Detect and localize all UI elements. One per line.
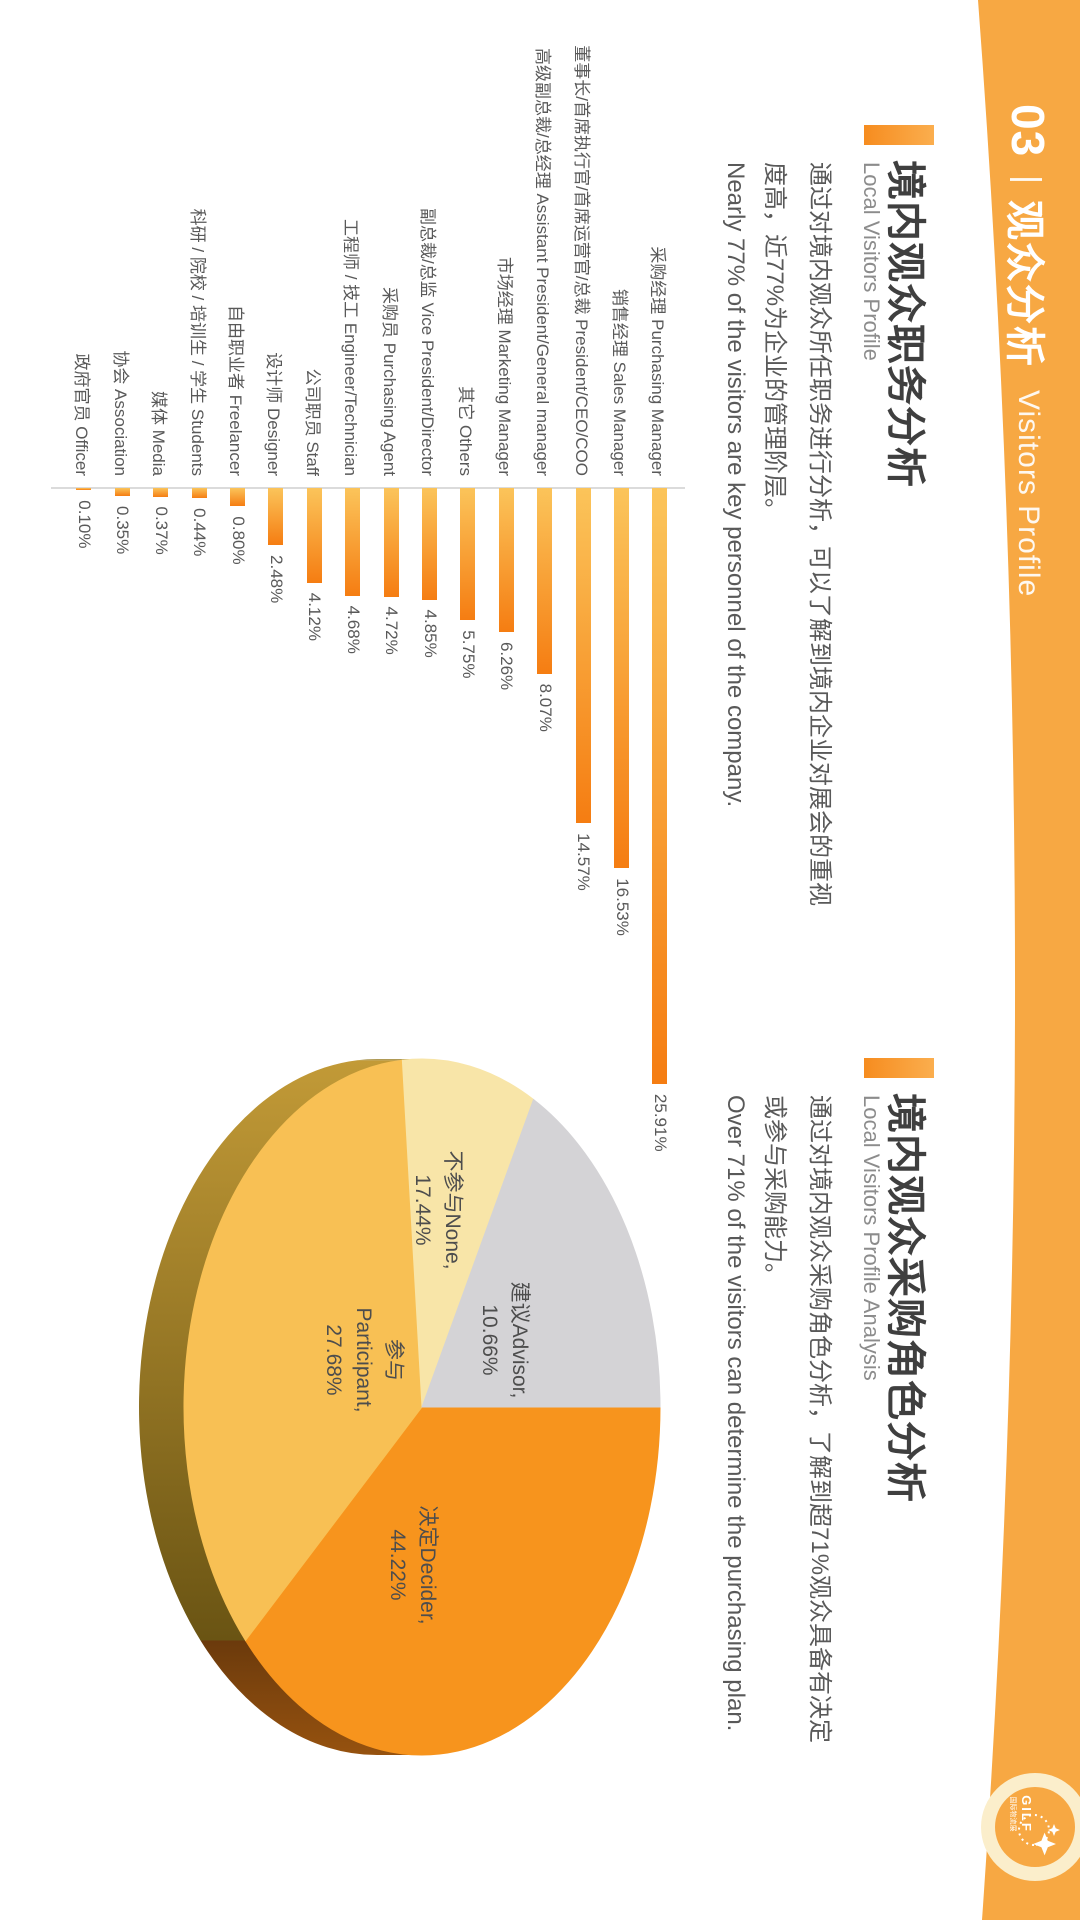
- bar: [652, 488, 668, 1084]
- pie-slice-参与Participant: [183, 1059, 423, 1642]
- bar-value-label: 0.80%: [228, 516, 248, 565]
- bar: [460, 488, 476, 621]
- bar: [345, 488, 361, 596]
- bar-value-label: 4.68%: [343, 605, 363, 654]
- pie-label-participant: 参与 Participant, 27.68%: [318, 1250, 408, 1470]
- pie-side-不参与None: [357, 1059, 422, 1061]
- bar: [383, 488, 399, 597]
- logo-sparkle-icon: [1018, 1814, 1060, 1856]
- body-line: 通过对境内观众所任职务进行分析，可以了解到境内企业对展会的重视: [806, 162, 833, 906]
- bar-value-label: 16.53%: [612, 878, 632, 936]
- section-title-jobs: 境内观众职务分析: [883, 160, 927, 488]
- section-body-purchasing: 通过对境内观众采购角色分析，了解到超71%观众具备有决定 或参与采购能力。: [752, 1095, 842, 1743]
- pie-slice-不参与None: [401, 1058, 535, 1408]
- header-band: [978, 0, 1080, 1920]
- bar-category-label: 媒体 Media: [149, 390, 169, 476]
- bar: [230, 488, 246, 507]
- logo-subtext: 国际物流展: [1009, 1797, 1018, 1832]
- pie-label-advisor: 建议Advisor, 10.66%: [474, 1230, 534, 1450]
- bar-value-label: 0.44%: [190, 508, 210, 557]
- section-body-jobs: 通过对境内观众所任职务进行分析，可以了解到境内企业对展会的重视 度高，近77%为…: [752, 162, 842, 906]
- pie-label-line: 决定Decider,: [416, 1505, 439, 1625]
- pie-label-line: 不参与None,: [441, 1150, 464, 1270]
- bar: [422, 488, 438, 600]
- logo-text: GILF: [1019, 1795, 1034, 1833]
- pie-top-slices: [183, 1058, 661, 1756]
- bar: [575, 488, 591, 824]
- bar: [498, 488, 514, 632]
- pie-label-line: 建议Advisor,: [508, 1281, 531, 1399]
- section-body-en-purchasing: Over 71% of the visitors can determine t…: [722, 1095, 749, 1732]
- bar: [268, 488, 284, 546]
- bar-row: 政府官员 Officer 0.10%: [65, 0, 103, 1300]
- bar-category-label: 设计师 Designer: [264, 352, 284, 476]
- bar-category-label: 公司职员 Staff: [302, 368, 322, 476]
- bar: [614, 488, 630, 869]
- bar-value-label: 8.07%: [535, 683, 555, 732]
- bar-value-label: 0.35%: [113, 506, 133, 555]
- bar-value-label: 0.37%: [151, 506, 171, 555]
- section-subtitle-purchasing: Local Visitors Profile Analysis: [859, 1095, 884, 1381]
- pie-label-line: 10.66%: [478, 1304, 501, 1376]
- bar: [306, 488, 322, 583]
- bar-value-label: 0.10%: [75, 500, 94, 549]
- pie-depth-sides: [139, 1059, 422, 1755]
- section-body-en-jobs: Nearly 77% of the visitors are key perso…: [722, 162, 749, 808]
- bar-category-label: 采购员 Purchasing Agent: [379, 287, 399, 476]
- bar-value-label: 4.85%: [420, 609, 440, 658]
- header-title-cn: 观众分析: [1002, 200, 1046, 369]
- logo-disc: [995, 1787, 1075, 1867]
- bar-category-label: 市场经理 Marketing Manager: [494, 256, 514, 476]
- bar: [153, 488, 169, 497]
- header-title: 03 | 观众分析 Visitors Profile: [984, 104, 1072, 597]
- bar-category-label: 政府官员 Officer: [72, 353, 92, 476]
- bar-category-label: 采购经理 Purchasing Manager: [648, 246, 668, 476]
- bar-category-label: 董事长/首席执行官/首席运营官/总裁 President/CEO/COO: [571, 45, 591, 476]
- bar-value-label: 4.12%: [305, 592, 325, 641]
- bar-category-label: 工程师 / 技工 Engineer/Technician: [341, 219, 361, 476]
- section-marker-jobs: [864, 125, 934, 145]
- purchasing-pie-chart: [139, 1058, 661, 1756]
- bar: [191, 488, 207, 499]
- pie-label-line: 参与: [382, 1339, 405, 1381]
- pie-label-line: 27.68%: [322, 1324, 345, 1396]
- pie-side-参与Participant: [139, 1060, 403, 1641]
- header-divider: |: [1009, 175, 1048, 185]
- gilf-logo: GILF 国际物流展: [981, 1773, 1080, 1881]
- body-line: 或参与采购能力。: [761, 1095, 788, 1287]
- bar-category-label: 科研 / 院校 / 培训生 / 学生 Students: [187, 208, 207, 476]
- body-line: 度高，近77%为企业的管理阶层。: [761, 162, 788, 523]
- bar-category-label: 高级副总裁/总经理 Assistant President/General ma…: [533, 48, 553, 476]
- pie-label-line: Participant,: [352, 1307, 375, 1413]
- bar-value-label: 2.48%: [267, 555, 286, 604]
- pie-label-none: 不参与None, 17.44%: [407, 1100, 467, 1320]
- pie-side-决定Decider: [200, 1640, 422, 1755]
- bar-category-label: 销售经理 Sales Manager: [610, 288, 630, 476]
- pie-label-line: 44.22%: [386, 1529, 409, 1601]
- bar-category-label: 其它 Others: [456, 386, 476, 476]
- pie-slice-建议Advisor: [421, 1098, 661, 1408]
- bar: [537, 488, 553, 674]
- pie-label-line: 17.44%: [411, 1174, 434, 1246]
- bar-value-label: 6.26%: [497, 641, 517, 691]
- section-number: 03: [1002, 104, 1054, 158]
- section-marker-purchasing: [864, 1058, 934, 1078]
- pie-slice-决定Decider: [244, 1406, 661, 1756]
- bar-value-label: 4.72%: [382, 606, 402, 655]
- section-subtitle-jobs: Local Visitors Profile: [859, 162, 884, 361]
- body-line: 通过对境内观众采购角色分析，了解到超71%观众具备有决定: [806, 1095, 833, 1744]
- pie-label-decider: 决定Decider, 44.22%: [382, 1455, 442, 1675]
- bar-category-label: 协会 Association: [110, 350, 130, 476]
- section-title-purchasing: 境内观众采购角色分析: [883, 1093, 927, 1503]
- bar-category-label: 自由职业者 Freelancer: [226, 305, 246, 476]
- bar-value-label: 5.75%: [459, 630, 478, 679]
- header-title-en: Visitors Profile: [1012, 390, 1045, 598]
- bar-value-label: 14.57%: [574, 833, 594, 891]
- bar: [76, 488, 92, 491]
- bar: [114, 488, 130, 497]
- bar-category-label: 副总裁/总监 Vice President/Director: [418, 208, 438, 476]
